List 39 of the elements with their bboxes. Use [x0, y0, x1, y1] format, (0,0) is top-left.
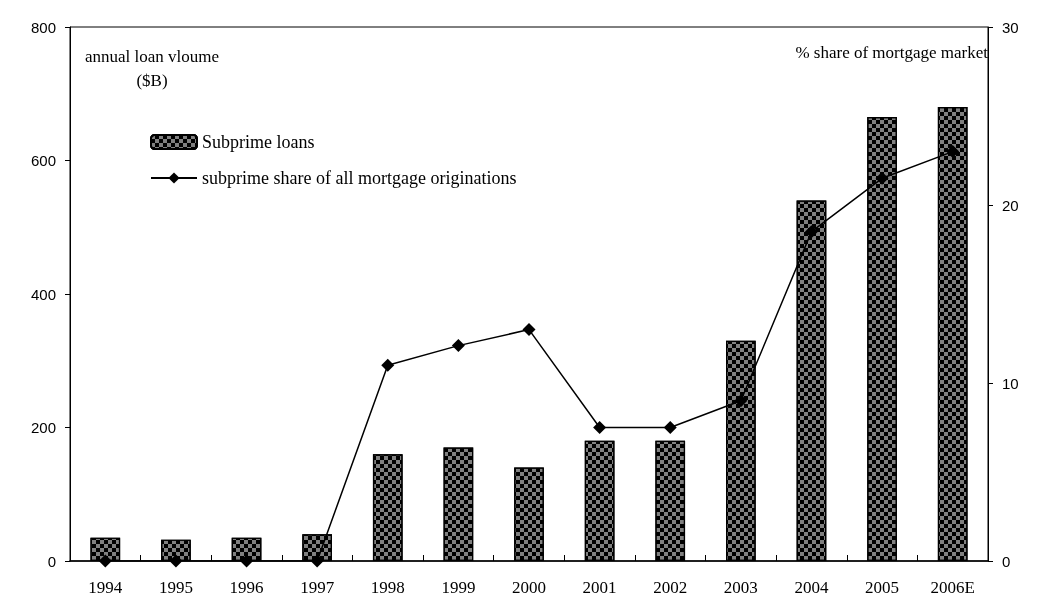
point: [875, 171, 889, 185]
point: [804, 225, 818, 239]
x-tick-label: 1995: [158, 578, 193, 597]
y2-tick-label: 10: [1002, 374, 1019, 392]
point: [310, 554, 324, 568]
y-tick-label: 200: [30, 419, 56, 436]
y2-tick-label: 30: [1002, 18, 1019, 36]
legend-label: Subprime loans: [202, 132, 315, 152]
x-tick-label: 1994: [88, 578, 123, 597]
x-tick-label: 2004: [794, 578, 829, 597]
x-tick-label: 1996: [229, 578, 264, 597]
x-tick-label: 2002: [653, 578, 688, 597]
legend-label: subprime share of all mortgage originations: [202, 168, 517, 188]
y-tick-label: 600: [30, 152, 56, 169]
x-tick-label: 2006E: [930, 578, 975, 597]
y-tick-label: 400: [30, 285, 56, 303]
point: [734, 394, 748, 408]
point: [663, 421, 677, 434]
y-tick-label: 0: [47, 552, 56, 570]
x-tick-label: 2003: [723, 578, 758, 597]
y2-tick-label: 20: [1002, 196, 1019, 214]
y2-tick-label: 0: [1002, 552, 1011, 570]
y2-axis-title: % share of mortgage market: [795, 43, 989, 62]
x-tick-label: 2000: [512, 578, 546, 597]
x-tick-label: 2005: [865, 578, 900, 597]
point: [522, 323, 536, 337]
x-tick-label: 1997: [300, 578, 335, 597]
x-tick-label: 1999: [441, 578, 476, 597]
x-tick-label: 2001: [582, 578, 617, 597]
point: [946, 145, 960, 159]
x-tick-label: 1998: [370, 578, 405, 597]
point: [240, 554, 254, 568]
point: [98, 554, 112, 568]
y-tick-label: 800: [30, 18, 56, 36]
point: [169, 554, 183, 568]
y-axis-title: annual loan vloume ($B): [85, 46, 220, 90]
point: [593, 421, 607, 434]
point: [451, 339, 465, 353]
point: [381, 358, 395, 372]
